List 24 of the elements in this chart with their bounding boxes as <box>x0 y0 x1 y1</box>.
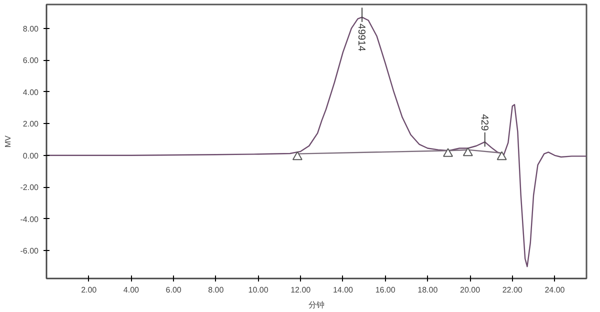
y-tick-label: 6.00 <box>22 56 40 66</box>
x-tick-label: 2.00 <box>81 286 98 294</box>
y-tick-label: -2.00 <box>20 183 40 192</box>
y-tick-label: -6.00 <box>20 246 40 256</box>
annotation: 49914 <box>356 24 367 52</box>
x-tick-label: 10.00 <box>248 286 269 294</box>
x-tick-label: 24.00 <box>544 286 566 294</box>
annotation: 429 <box>478 114 490 132</box>
x-tick-label: 4.00 <box>123 286 140 294</box>
x-tick-label: 6.00 <box>166 286 182 294</box>
x-tick-label: 22.00 <box>502 286 523 294</box>
x-tick-label: 16.00 <box>375 286 396 294</box>
x-tick-label: 20.00 <box>460 286 481 294</box>
x-tick-label: 14.00 <box>332 286 354 294</box>
y-tick-label: 2.00 <box>22 120 40 129</box>
x-tick-label: 8.00 <box>208 286 224 294</box>
x-tick-label: 12.00 <box>290 286 312 294</box>
x-tick-label: 18.00 <box>418 286 438 294</box>
y-tick-label: 0.00 <box>22 151 40 160</box>
y-tick-label: 4.00 <box>22 88 40 97</box>
y-tick-label: -4.00 <box>20 214 40 224</box>
y-axis-title: MV <box>3 134 12 148</box>
x-axis-title: 分钟 <box>308 300 324 310</box>
y-tick-label: 8.00 <box>22 24 40 34</box>
